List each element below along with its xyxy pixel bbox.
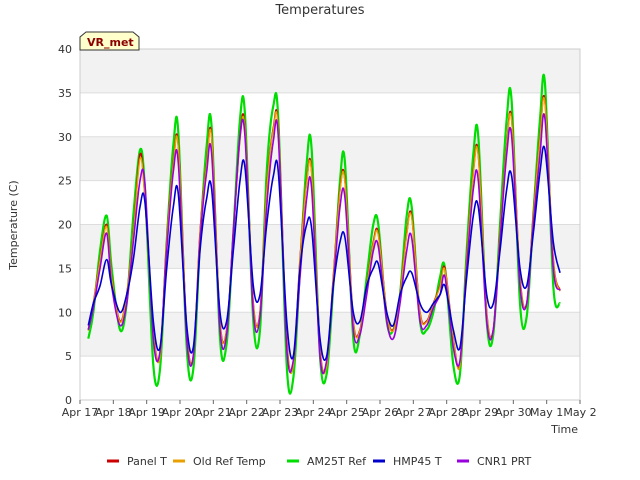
x-tick-label: Apr 19 — [128, 406, 165, 419]
x-tick-label: Apr 30 — [495, 406, 532, 419]
x-axis-label: Time — [550, 423, 578, 436]
site-badge-label: VR_met — [87, 36, 134, 49]
y-tick-label: 0 — [65, 394, 72, 407]
grid-bands — [80, 49, 580, 400]
legend-label: HMP45 T — [393, 455, 442, 468]
x-tick-label: May 2 — [563, 406, 596, 419]
y-tick-label: 25 — [58, 175, 72, 188]
x-tick-label: Apr 20 — [162, 406, 199, 419]
y-axis-label: Temperature (C) — [7, 180, 20, 270]
legend-label: Old Ref Temp — [193, 455, 266, 468]
x-tick-label: Apr 26 — [362, 406, 399, 419]
y-tick-label: 15 — [58, 262, 72, 275]
y-tick-label: 30 — [58, 131, 72, 144]
y-tick-label: 35 — [58, 87, 72, 100]
grid-band — [80, 92, 580, 137]
x-tick-label: May 1 — [530, 406, 563, 419]
site-badge: VR_met — [79, 31, 140, 51]
grid-band — [80, 224, 580, 269]
x-tick-label: Apr 21 — [195, 406, 232, 419]
legend: Panel T Old Ref Temp AM25T Ref HMP45 T CNR1 … — [107, 455, 532, 468]
y-tick-label: 20 — [58, 219, 72, 232]
x-tick-label: Apr 23 — [262, 406, 299, 419]
series-lines — [87, 73, 562, 395]
series-line-hmp45-t — [87, 145, 561, 361]
legend-label: CNR1 PRT — [477, 455, 532, 468]
chart-title: Temperatures — [274, 3, 364, 18]
y-tick-label: 10 — [58, 306, 72, 319]
legend-label: Panel T — [127, 455, 167, 468]
x-tick-label: Apr 17 — [62, 406, 99, 419]
y-tick-label: 5 — [65, 350, 72, 363]
grid-band — [80, 268, 580, 313]
plot-frame — [79, 48, 581, 401]
y-tick-label: 40 — [58, 43, 72, 56]
y-axis-ticks: 0 5 10 15 20 25 30 35 40 — [58, 43, 72, 407]
x-tick-label: Apr 29 — [462, 406, 499, 419]
grid-band — [80, 356, 580, 400]
legend-label: AM25T Ref — [307, 455, 367, 468]
x-tick-label: Apr 18 — [95, 406, 132, 419]
x-tick-label: Apr 27 — [395, 406, 432, 419]
grid-band — [80, 49, 580, 93]
x-tick-label: Apr 24 — [295, 406, 332, 419]
x-tick-label: Apr 28 — [428, 406, 465, 419]
grid-band — [80, 180, 580, 225]
x-tick-label: Apr 25 — [328, 406, 365, 419]
grid-band — [80, 136, 580, 181]
x-tick-label: Apr 22 — [228, 406, 265, 419]
